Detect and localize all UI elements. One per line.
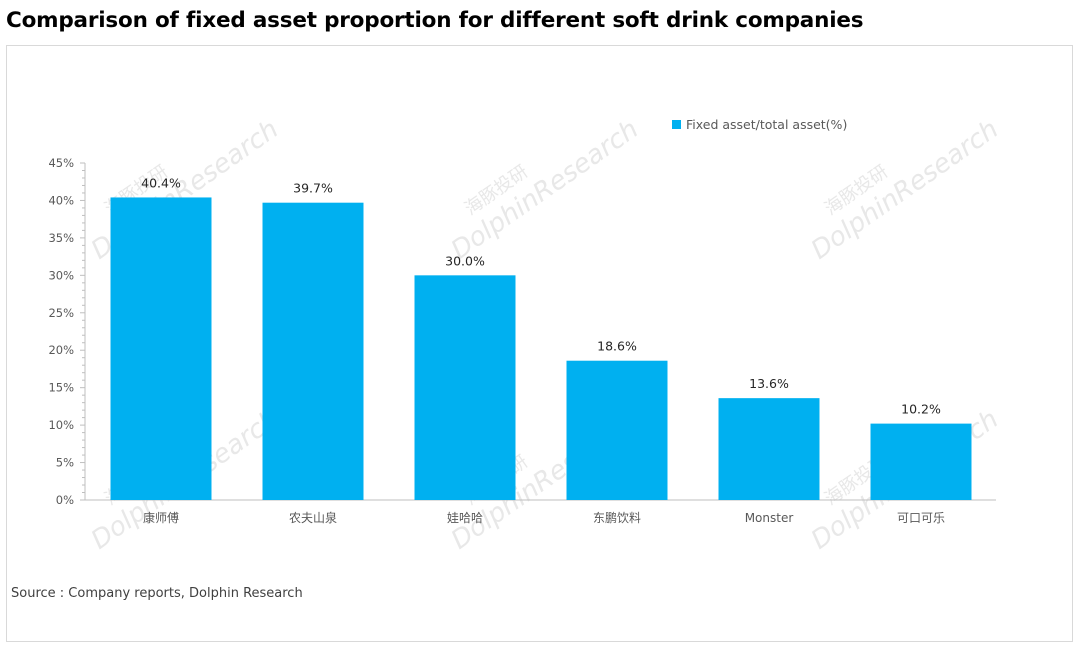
y-tick-label: 20% bbox=[48, 343, 74, 357]
x-tick-label: 康师傅 bbox=[143, 510, 179, 525]
bar-value-label: 39.7% bbox=[293, 181, 333, 196]
bar bbox=[262, 202, 364, 501]
chart-frame bbox=[6, 45, 1073, 642]
source-note: Source : Company reports, Dolphin Resear… bbox=[11, 586, 303, 601]
bar-value-label: 30.0% bbox=[445, 253, 485, 268]
y-tick-label: 15% bbox=[48, 381, 74, 395]
legend-label: Fixed asset/total asset(%) bbox=[686, 117, 847, 132]
bar-value-label: 18.6% bbox=[597, 339, 637, 354]
y-tick-label: 10% bbox=[48, 418, 74, 432]
y-tick-label: 35% bbox=[48, 231, 74, 245]
bar bbox=[110, 197, 212, 500]
chart-title: Comparison of fixed asset proportion for… bbox=[6, 8, 864, 33]
legend: Fixed asset/total asset(%) bbox=[672, 117, 847, 132]
bar bbox=[414, 275, 516, 500]
bar-value-label: 13.6% bbox=[749, 376, 789, 391]
y-tick-label: 25% bbox=[48, 306, 74, 320]
svg-text:DolphinResearch: DolphinResearch bbox=[806, 114, 1004, 265]
y-axis: 0% 5% 10% 15% 20% 25% 30% 35% 40% 45% bbox=[48, 156, 996, 507]
bar bbox=[718, 398, 820, 500]
bar-value-label: 10.2% bbox=[901, 402, 941, 417]
y-tick-label: 5% bbox=[56, 456, 74, 470]
x-tick-label: 农夫山泉 bbox=[289, 511, 337, 525]
y-tick-label: 45% bbox=[48, 156, 74, 170]
bar bbox=[566, 360, 668, 500]
bar-series: 40.4% 康师傅 39.7% 农夫山泉 30.0% 娃哈哈 18.6% 东鹏饮料 13.6% M… bbox=[110, 175, 972, 525]
bar bbox=[870, 423, 972, 500]
x-tick-label: 可口可乐 bbox=[897, 511, 945, 525]
y-tick-label: 40% bbox=[48, 193, 74, 207]
x-tick-label: 东鹏饮料 bbox=[593, 511, 641, 525]
x-tick-label: 娃哈哈 bbox=[447, 511, 483, 525]
x-tick-label: Monster bbox=[745, 511, 794, 525]
legend-swatch bbox=[672, 120, 681, 129]
y-tick-label: 30% bbox=[48, 268, 74, 282]
svg-text:DolphinResearch: DolphinResearch bbox=[446, 114, 644, 265]
bar-value-label: 40.4% bbox=[141, 175, 181, 190]
y-tick-label: 0% bbox=[56, 493, 74, 507]
